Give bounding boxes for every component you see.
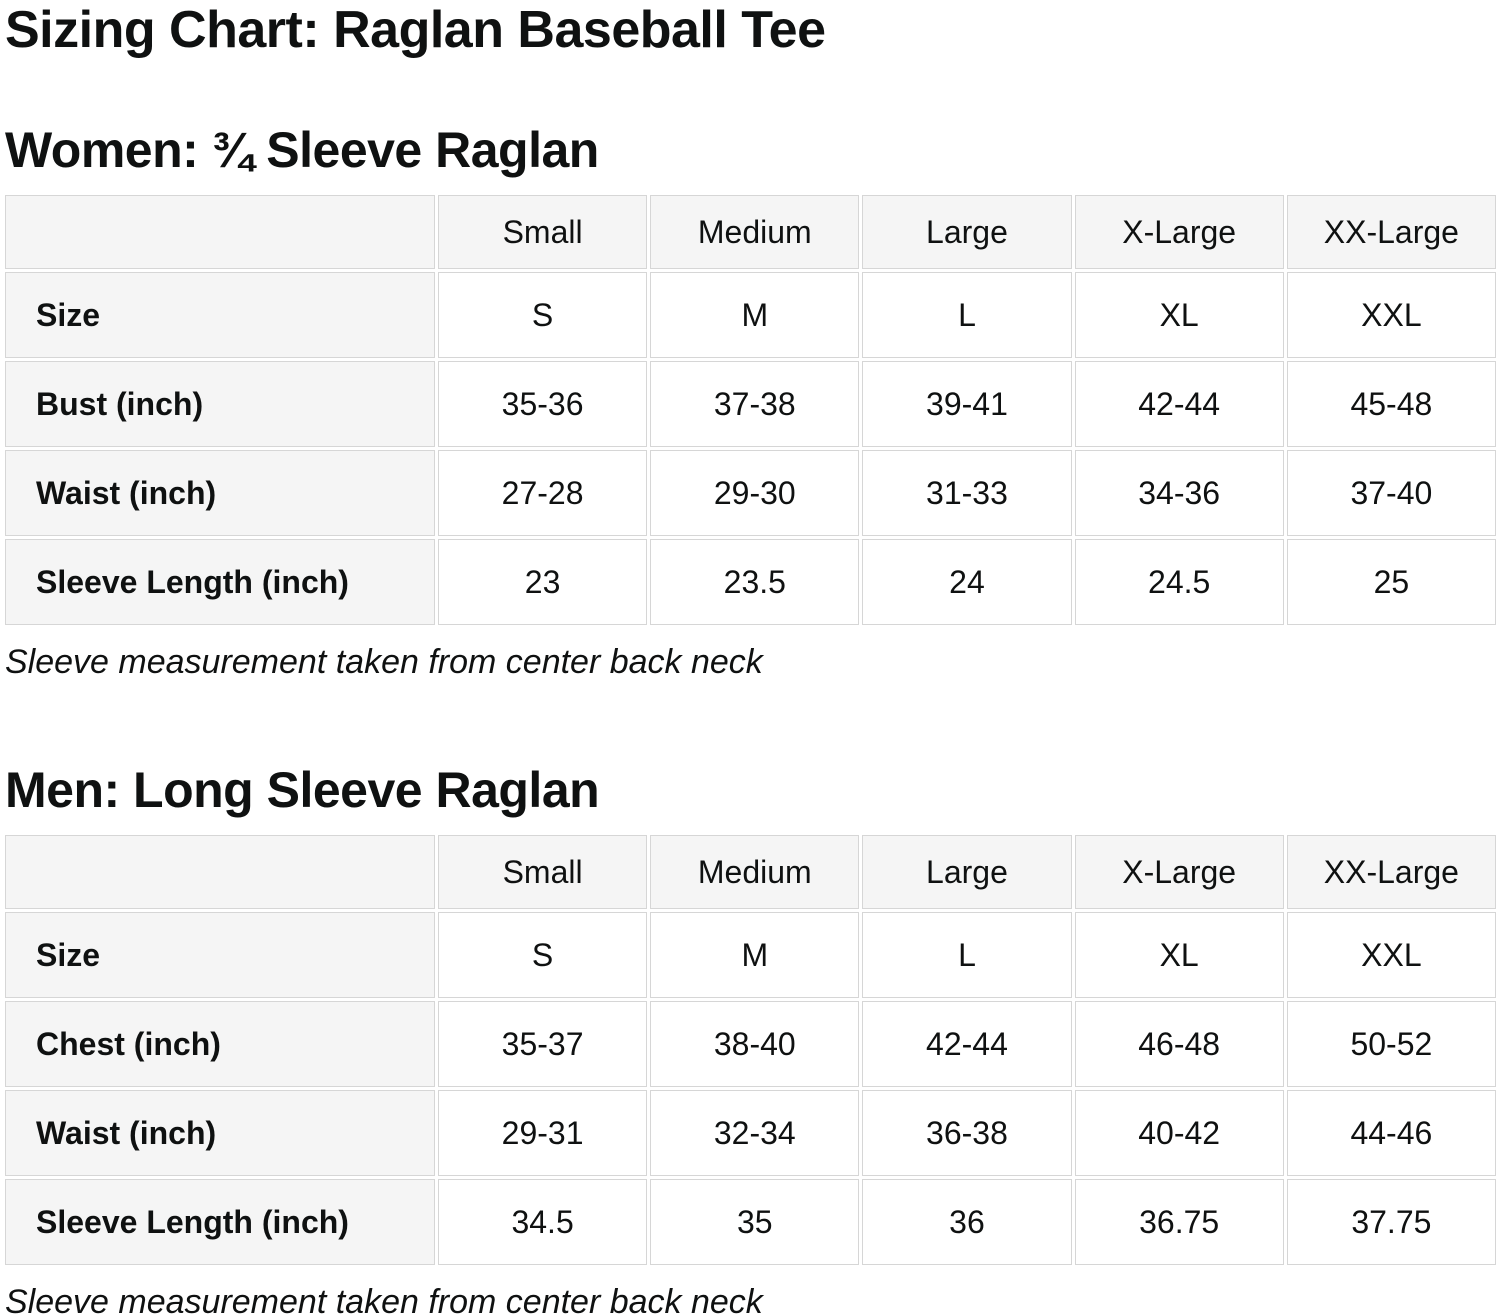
cell: M [650, 272, 860, 358]
col-header-xlarge: X-Large [1074, 835, 1284, 909]
col-header-large: Large [862, 195, 1072, 269]
table-row-size: Size S M L XL XXL [5, 272, 1496, 358]
cell: M [650, 912, 860, 998]
cell: XL [1074, 912, 1284, 998]
page-title: Sizing Chart: Raglan Baseball Tee [5, 1, 826, 59]
men-header-row: Small Medium Large X-Large XX-Large [5, 835, 1496, 909]
cell: 42-44 [1074, 361, 1284, 447]
cell: 42-44 [862, 1001, 1072, 1087]
cell: 36.75 [1074, 1179, 1284, 1265]
cell: 31-33 [862, 450, 1072, 536]
cell: 50-52 [1286, 1001, 1496, 1087]
table-row-sleeve-length: Sleeve Length (inch) 34.5 35 36 36.75 37… [5, 1179, 1496, 1265]
cell: 44-46 [1286, 1090, 1496, 1176]
cell: 35-36 [438, 361, 648, 447]
cell: 46-48 [1074, 1001, 1284, 1087]
cell: S [438, 912, 648, 998]
cell: 34-36 [1074, 450, 1284, 536]
table-row-waist: Waist (inch) 27-28 29-30 31-33 34-36 37-… [5, 450, 1496, 536]
cell: 37.75 [1286, 1179, 1496, 1265]
row-label: Size [5, 272, 435, 358]
cell: 35-37 [438, 1001, 648, 1087]
corner-cell [5, 195, 435, 269]
men-section-title: Men: Long Sleeve Raglan [5, 762, 600, 818]
table-row-bust: Bust (inch) 35-36 37-38 39-41 42-44 45-4… [5, 361, 1496, 447]
col-header-small: Small [438, 835, 648, 909]
col-header-small: Small [438, 195, 648, 269]
cell: 39-41 [862, 361, 1072, 447]
cell: 45-48 [1286, 361, 1496, 447]
women-size-table: Small Medium Large X-Large XX-Large Size… [2, 192, 1499, 628]
cell: S [438, 272, 648, 358]
table-row-sleeve-length: Sleeve Length (inch) 23 23.5 24 24.5 25 [5, 539, 1496, 625]
women-section-title: Women: ¾ Sleeve Raglan [5, 122, 599, 178]
cell: 36-38 [862, 1090, 1072, 1176]
men-sleeve-note: Sleeve measurement taken from center bac… [5, 1283, 763, 1315]
corner-cell [5, 835, 435, 909]
cell: L [862, 272, 1072, 358]
table-row-chest: Chest (inch) 35-37 38-40 42-44 46-48 50-… [5, 1001, 1496, 1087]
cell: 36 [862, 1179, 1072, 1265]
cell: L [862, 912, 1072, 998]
col-header-medium: Medium [650, 195, 860, 269]
cell: 37-40 [1286, 450, 1496, 536]
cell: 29-31 [438, 1090, 648, 1176]
col-header-medium: Medium [650, 835, 860, 909]
row-label: Bust (inch) [5, 361, 435, 447]
row-label: Waist (inch) [5, 1090, 435, 1176]
col-header-xlarge: X-Large [1074, 195, 1284, 269]
women-sleeve-note: Sleeve measurement taken from center bac… [5, 643, 763, 681]
cell: 37-38 [650, 361, 860, 447]
cell: 27-28 [438, 450, 648, 536]
row-label: Sleeve Length (inch) [5, 539, 435, 625]
cell: 38-40 [650, 1001, 860, 1087]
cell: 24.5 [1074, 539, 1284, 625]
cell: 35 [650, 1179, 860, 1265]
cell: XXL [1286, 272, 1496, 358]
cell: 23.5 [650, 539, 860, 625]
cell: 34.5 [438, 1179, 648, 1265]
col-header-xxlarge: XX-Large [1286, 835, 1496, 909]
col-header-xxlarge: XX-Large [1286, 195, 1496, 269]
cell: 40-42 [1074, 1090, 1284, 1176]
row-label: Sleeve Length (inch) [5, 1179, 435, 1265]
col-header-large: Large [862, 835, 1072, 909]
women-header-row: Small Medium Large X-Large XX-Large [5, 195, 1496, 269]
cell: 25 [1286, 539, 1496, 625]
table-row-waist: Waist (inch) 29-31 32-34 36-38 40-42 44-… [5, 1090, 1496, 1176]
row-label: Chest (inch) [5, 1001, 435, 1087]
cell: 23 [438, 539, 648, 625]
cell: XXL [1286, 912, 1496, 998]
cell: XL [1074, 272, 1284, 358]
men-size-table: Small Medium Large X-Large XX-Large Size… [2, 832, 1499, 1268]
row-label: Waist (inch) [5, 450, 435, 536]
cell: 24 [862, 539, 1072, 625]
cell: 29-30 [650, 450, 860, 536]
cell: 32-34 [650, 1090, 860, 1176]
table-row-size: Size S M L XL XXL [5, 912, 1496, 998]
row-label: Size [5, 912, 435, 998]
